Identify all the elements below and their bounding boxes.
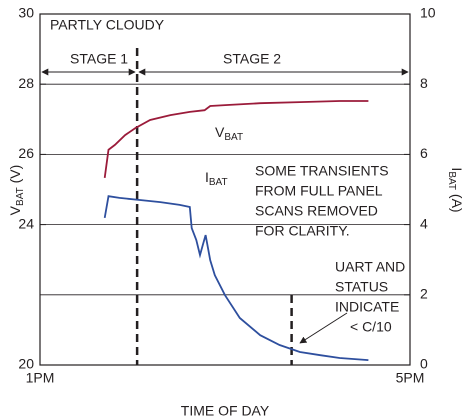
y2-tick-label: 0 bbox=[420, 356, 428, 372]
y2-tick-label: 6 bbox=[420, 145, 428, 161]
y2-tick-label: 10 bbox=[420, 5, 436, 21]
stage2-label: STAGE 2 bbox=[223, 51, 281, 67]
y2-axis-label: IBAT (A) bbox=[446, 167, 465, 212]
y-tick-label: 20 bbox=[18, 356, 34, 372]
status-line: < C/10 bbox=[350, 319, 392, 335]
x-tick-label: 5PM bbox=[396, 370, 425, 386]
note-line: SCANS REMOVED bbox=[255, 203, 378, 219]
y2-tick-label: 2 bbox=[420, 286, 428, 302]
y2-tick-label: 8 bbox=[420, 75, 428, 91]
status-arrow bbox=[299, 312, 348, 344]
y-tick-label: 24 bbox=[18, 215, 34, 231]
stage1-label: STAGE 1 bbox=[70, 51, 128, 67]
y2-tick-label: 4 bbox=[420, 215, 428, 231]
y-tick-label: 26 bbox=[18, 145, 34, 161]
y-tick-label: 30 bbox=[18, 5, 34, 21]
condition-label: PARTLY CLOUDY bbox=[50, 17, 165, 33]
series-line bbox=[103, 195, 369, 361]
series-line bbox=[103, 100, 369, 179]
note-line: FROM FULL PANEL bbox=[255, 183, 383, 199]
plot-frame bbox=[39, 13, 411, 366]
y-axis-label: VBAT (V) bbox=[7, 165, 26, 216]
ibat-label: IBAT bbox=[205, 169, 228, 188]
y-tick-label: 28 bbox=[18, 75, 34, 91]
status-line: UART AND bbox=[335, 259, 405, 275]
x-axis-label: TIME OF DAY bbox=[181, 403, 270, 419]
vbat-label: VBAT bbox=[215, 124, 243, 143]
status-line: STATUS bbox=[335, 279, 388, 295]
status-line: INDICATE bbox=[335, 299, 399, 315]
note-line: SOME TRANSIENTS bbox=[255, 163, 389, 179]
note-line: FOR CLARITY. bbox=[255, 223, 350, 239]
x-tick-label: 1PM bbox=[26, 370, 55, 386]
